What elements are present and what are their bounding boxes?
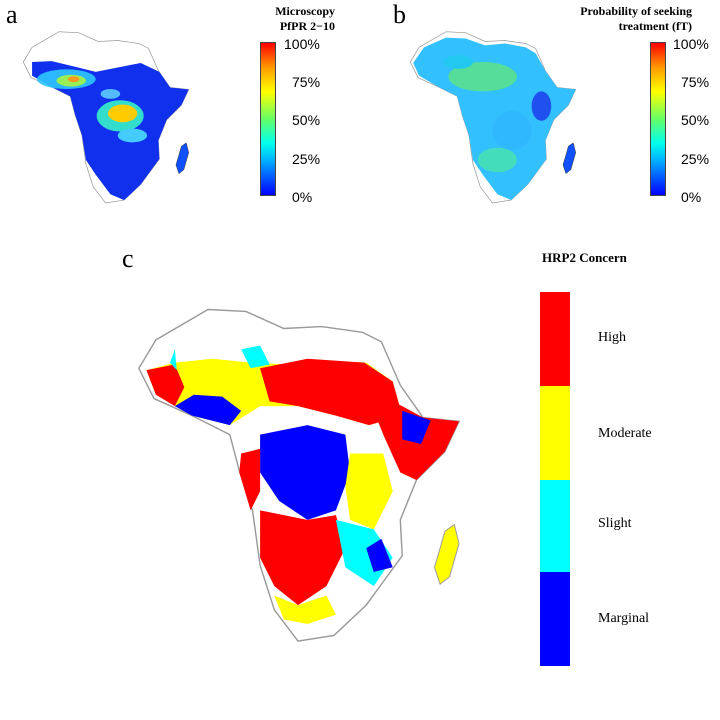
- legend-label-slight: Slight: [598, 516, 632, 531]
- legend-swatch-marginal: [540, 572, 570, 666]
- panel-c-map: [138, 308, 461, 642]
- panel-b-map: [409, 31, 577, 204]
- panel-b-colorbar-title: Probability of seeking treatment (fT): [580, 4, 692, 34]
- panel-a-map: [22, 31, 190, 204]
- panel-b-tick-50: 50%: [681, 112, 710, 128]
- legend-swatch-moderate: [540, 386, 570, 480]
- panel-a-tick-50: 50%: [292, 112, 321, 128]
- panel-a-tick-100: 100%: [284, 36, 320, 52]
- panel-b-tick-25: 25%: [681, 151, 710, 167]
- panel-b-tick-75: 75%: [681, 74, 710, 90]
- panel-a-colorbar: [260, 42, 276, 196]
- panel-a-colorbar-title: Microscopy PfPR 2−10: [275, 4, 335, 34]
- panel-a-tick-75: 75%: [292, 74, 321, 90]
- panel-b-colorbar-title-line1: Probability of seeking: [580, 4, 692, 18]
- panel-a-tick-25: 25%: [292, 151, 321, 167]
- panel-b-tick-0: 0%: [681, 189, 702, 205]
- legend-swatch-slight: [540, 480, 570, 572]
- legend-label-marginal: Marginal: [598, 611, 650, 626]
- legend-label-high: High: [598, 330, 626, 345]
- panel-b-colorbar: [650, 42, 666, 196]
- legend-label-moderate: Moderate: [598, 426, 652, 441]
- panel-b-letter: b: [393, 0, 406, 29]
- panel-c-letter: c: [122, 244, 134, 273]
- panel-b-colorbar-title-line2: treatment (fT): [618, 19, 692, 33]
- panel-a-colorbar-title-line2: PfPR 2−10: [279, 19, 335, 33]
- panel-c-legend-title: HRP2 Concern: [542, 250, 627, 265]
- panel-a-letter: a: [6, 0, 18, 29]
- panel-b-tick-100: 100%: [673, 36, 709, 52]
- legend-swatch-high: [540, 292, 570, 386]
- panel-a-tick-0: 0%: [292, 189, 313, 205]
- panel-a-colorbar-title-line1: Microscopy: [275, 4, 335, 18]
